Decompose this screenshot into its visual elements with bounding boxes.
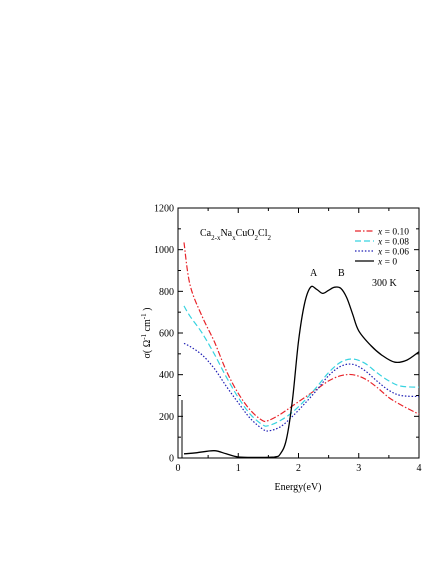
- series-line-2: [183, 342, 420, 432]
- x-axis-ticks: 0 1 2 3 4: [176, 208, 422, 474]
- legend-label-2: x = 0.06: [377, 247, 409, 257]
- temperature-label: 300 K: [372, 278, 398, 289]
- y-tick-label: 800: [159, 287, 174, 298]
- series-line-3: [183, 285, 420, 459]
- legend: x = 0.10x = 0.08x = 0.06x = 0: [355, 227, 409, 267]
- compound-label: Ca2-xNaxCuO2Cl2: [200, 228, 271, 242]
- legend-label-3: x = 0: [377, 257, 397, 267]
- peak-b-label: B: [338, 268, 345, 279]
- legend-label-1: x = 0.08: [377, 237, 409, 247]
- y-tick-label: 200: [159, 412, 174, 423]
- legend-label-0: x = 0.10: [377, 227, 409, 237]
- x-tick-label: 4: [417, 463, 422, 474]
- x-tick-label: 3: [356, 463, 361, 474]
- y-tick-label: 0: [169, 454, 174, 465]
- series-line-1: [183, 305, 420, 427]
- x-tick-label: 1: [236, 463, 241, 474]
- y-tick-label: 600: [159, 329, 174, 340]
- y-tick-label: 1200: [154, 204, 174, 215]
- series-line-0: [183, 242, 420, 423]
- peak-a-label: A: [310, 268, 318, 279]
- y-axis-ticks: 0 200 400 600 800 1000 1200: [154, 204, 419, 465]
- y-tick-label: 1000: [154, 245, 174, 256]
- x-tick-label: 0: [176, 463, 181, 474]
- x-axis-title: Energy(eV): [274, 482, 321, 493]
- x-tick-label: 2: [296, 463, 301, 474]
- y-axis-title: σ( Ω-1 cm-1 ): [140, 308, 153, 359]
- y-tick-label: 400: [159, 370, 174, 381]
- series-layer: [183, 242, 420, 459]
